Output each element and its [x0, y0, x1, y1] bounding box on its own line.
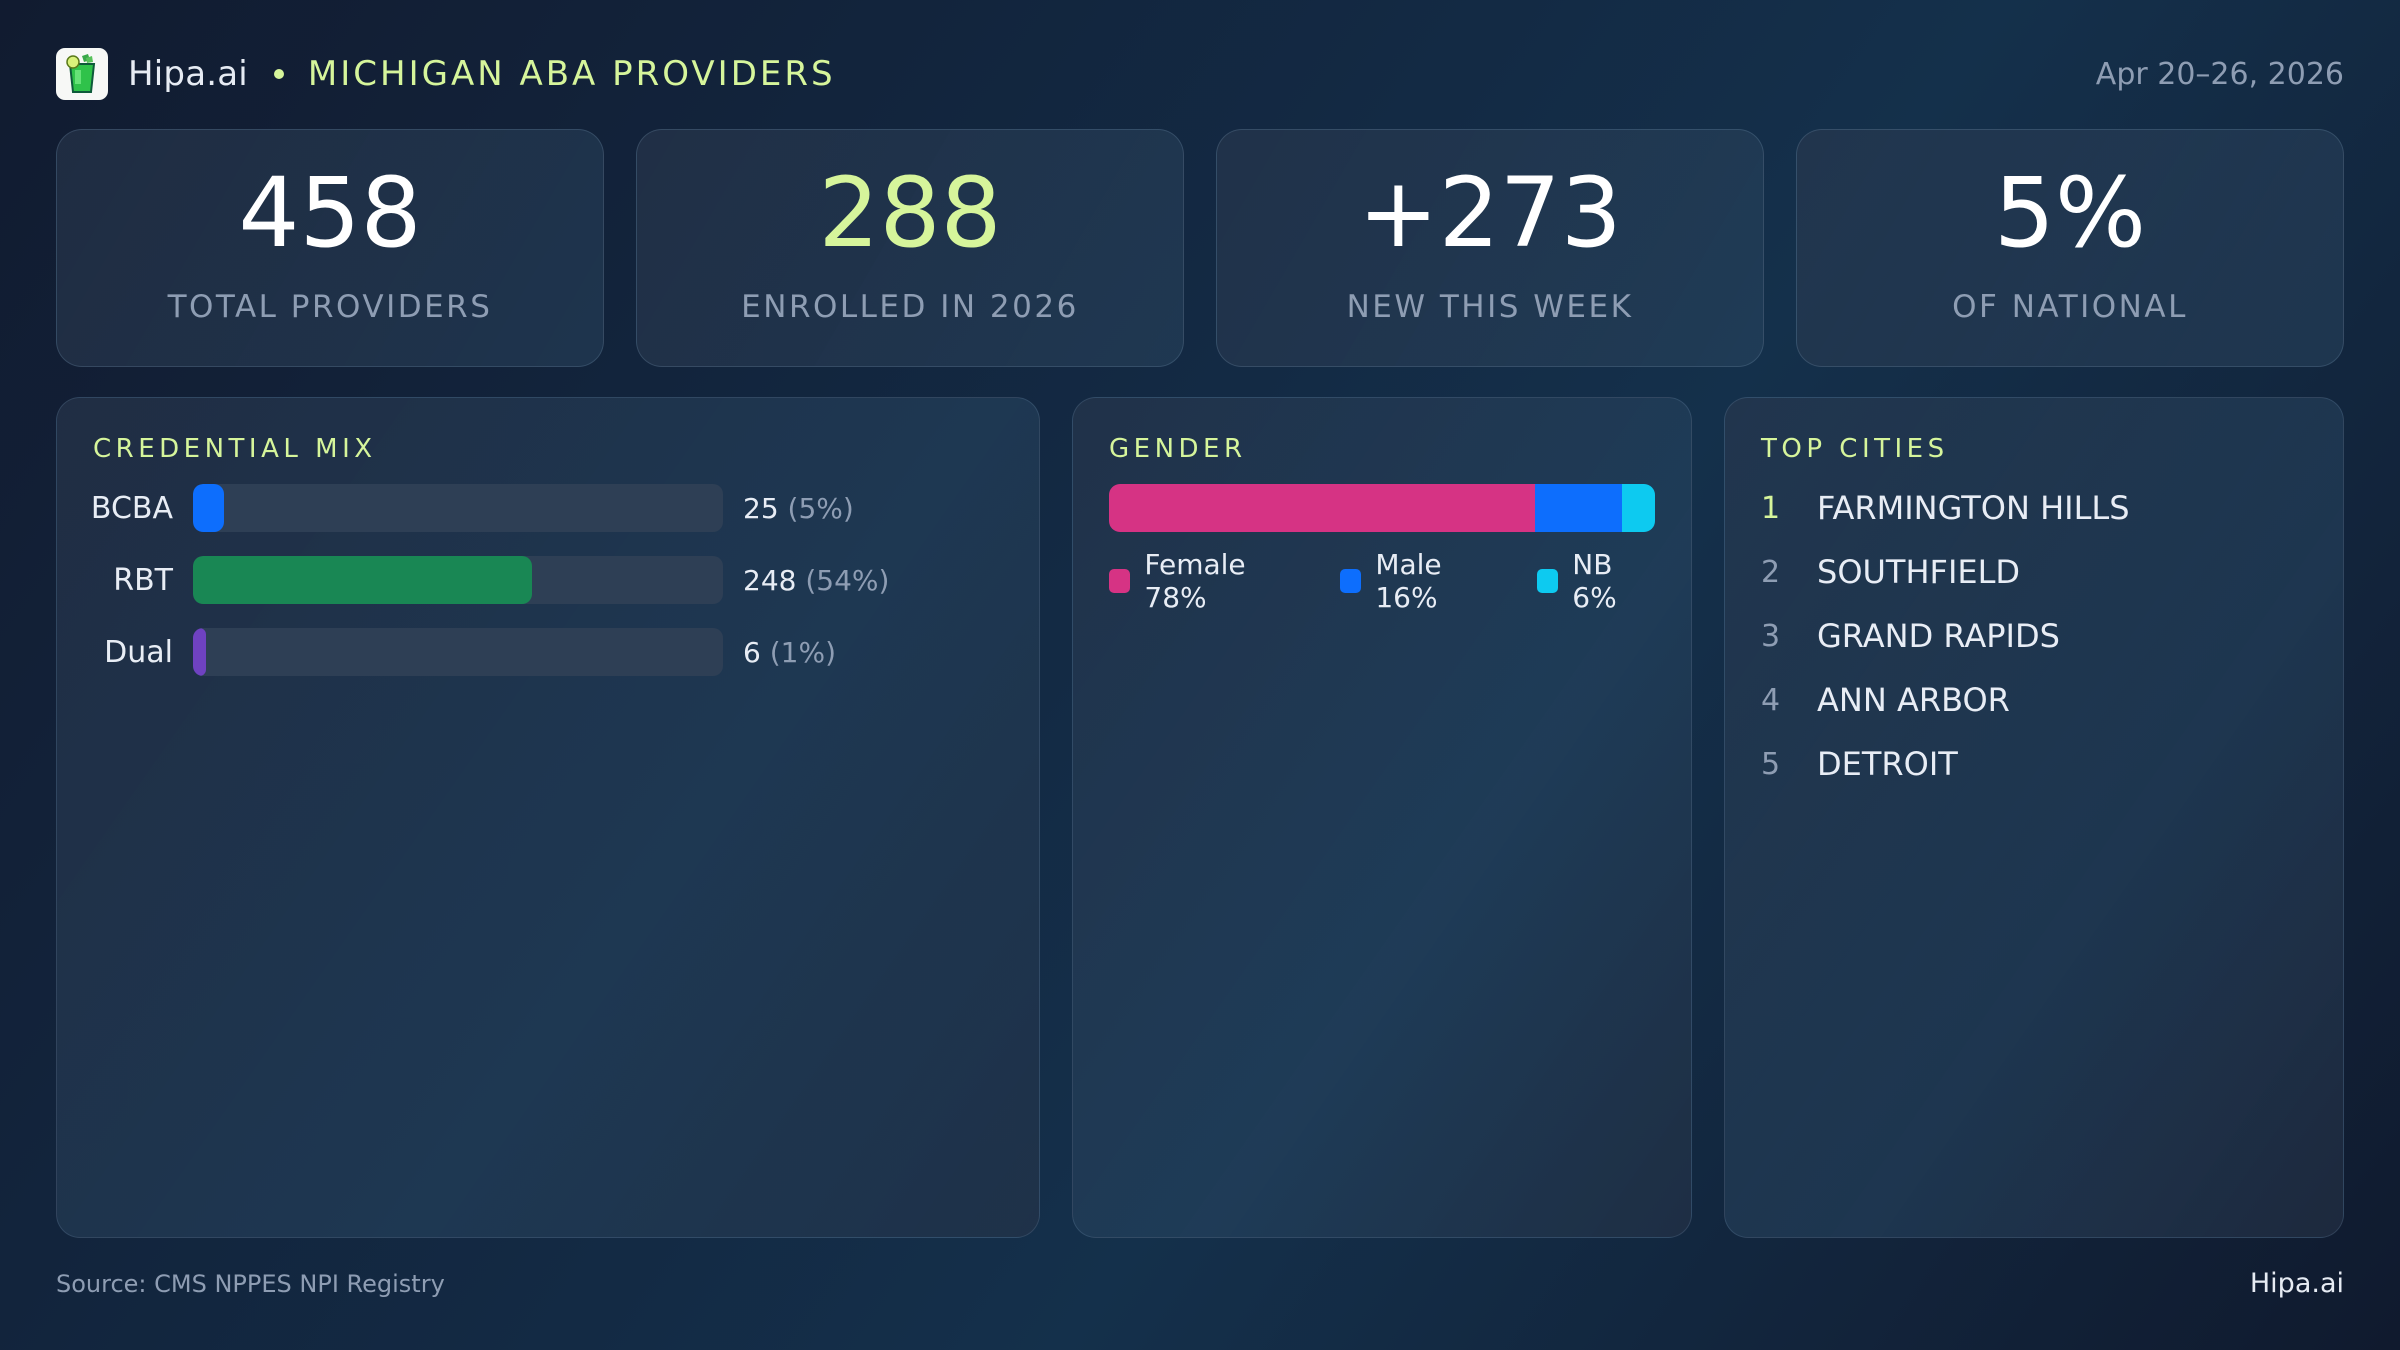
gender-panel: GENDER Female 78% Male 16% NB 6%: [1072, 397, 1692, 1238]
credential-value: 248 (54%): [743, 563, 890, 597]
credential-label: BCBA: [90, 490, 173, 526]
legend-item-male: Male 16%: [1339, 548, 1509, 614]
gender-stacked-bar: [1109, 484, 1655, 532]
kpi-label: ENROLLED IN 2026: [741, 289, 1079, 325]
city-list-item: 5 DETROIT: [1761, 742, 1958, 786]
credential-row-bcba: BCBA 25 (5%): [57, 484, 854, 532]
source-note: Source: CMS NPPES NPI Registry: [56, 1270, 445, 1298]
gender-legend: Female 78% Male 16% NB 6%: [1109, 548, 1691, 614]
city-rank: 2: [1761, 554, 1781, 590]
kpi-new-this-week: +273 NEW THIS WEEK: [1216, 129, 1764, 367]
kpi-enrolled: 288 ENROLLED IN 2026: [636, 129, 1184, 367]
mojito-glass-icon: [56, 48, 108, 100]
gender-segment-nb: [1622, 484, 1655, 532]
city-name: DETROIT: [1817, 745, 1958, 783]
city-name: GRAND RAPIDS: [1817, 617, 2060, 655]
kpi-value: 5%: [1993, 157, 2147, 269]
legend-swatch: [1339, 569, 1362, 593]
kpi-of-national: 5% OF NATIONAL: [1796, 129, 2344, 367]
gender-segment-female: [1109, 484, 1535, 532]
city-list-item: 2 SOUTHFIELD: [1761, 550, 2020, 594]
credential-value: 25 (5%): [743, 491, 854, 525]
credential-bar-fill: [193, 628, 206, 676]
city-list-item: 4 ANN ARBOR: [1761, 678, 2010, 722]
credential-row-rbt: RBT 248 (54%): [57, 556, 889, 604]
page-title: MICHIGAN ABA PROVIDERS: [307, 54, 836, 94]
kpi-row: 458 TOTAL PROVIDERS 288 ENROLLED IN 2026…: [56, 129, 2344, 367]
legend-swatch: [1536, 569, 1559, 593]
city-list-item: 1 FARMINGTON HILLS: [1761, 486, 2130, 530]
kpi-value: 288: [818, 157, 1002, 269]
panel-title: GENDER: [1109, 434, 1247, 464]
city-rank: 4: [1761, 682, 1781, 718]
city-rank: 1: [1761, 490, 1781, 526]
credential-bar-fill: [193, 484, 225, 532]
panel-title: TOP CITIES: [1761, 434, 1949, 464]
city-rank: 3: [1761, 618, 1781, 654]
city-rank: 5: [1761, 746, 1781, 782]
legend-item-female: Female 78%: [1109, 548, 1312, 614]
city-name: SOUTHFIELD: [1817, 553, 2021, 591]
credential-label: RBT: [113, 562, 173, 598]
separator-dot: [273, 69, 284, 79]
kpi-value: 458: [238, 157, 422, 269]
panel-title: CREDENTIAL MIX: [93, 434, 377, 464]
credential-bar-track: [193, 628, 723, 676]
footer-brand: Hipa.ai: [2249, 1268, 2344, 1299]
kpi-label: OF NATIONAL: [1952, 289, 2188, 325]
date-range: Apr 20–26, 2026: [2095, 56, 2344, 92]
credential-bar-track: [193, 484, 723, 532]
kpi-label: TOTAL PROVIDERS: [167, 289, 493, 325]
legend-item-nb: NB 6%: [1536, 548, 1663, 614]
credential-row-dual: Dual 6 (1%): [57, 628, 836, 676]
kpi-label: NEW THIS WEEK: [1346, 289, 1634, 325]
gender-segment-male: [1534, 484, 1623, 532]
credential-label: Dual: [104, 634, 173, 670]
credential-bar-fill: [193, 556, 533, 604]
legend-swatch: [1109, 569, 1131, 593]
credential-mix-panel: CREDENTIAL MIX BCBA 25 (5%) RBT 248 (54%…: [56, 397, 1040, 1238]
brand-name: Hipa.ai: [128, 54, 248, 94]
credential-value: 6 (1%): [743, 635, 837, 669]
city-name: FARMINGTON HILLS: [1817, 489, 2130, 527]
city-name: ANN ARBOR: [1817, 681, 2010, 719]
credential-bar-track: [193, 556, 723, 604]
top-cities-panel: TOP CITIES 1 FARMINGTON HILLS 2 SOUTHFIE…: [1724, 397, 2344, 1238]
kpi-total-providers: 458 TOTAL PROVIDERS: [56, 129, 604, 367]
city-list-item: 3 GRAND RAPIDS: [1761, 614, 2060, 658]
kpi-value: +273: [1358, 157, 1622, 269]
header: Hipa.ai MICHIGAN ABA PROVIDERS Apr 20–26…: [56, 48, 2344, 100]
